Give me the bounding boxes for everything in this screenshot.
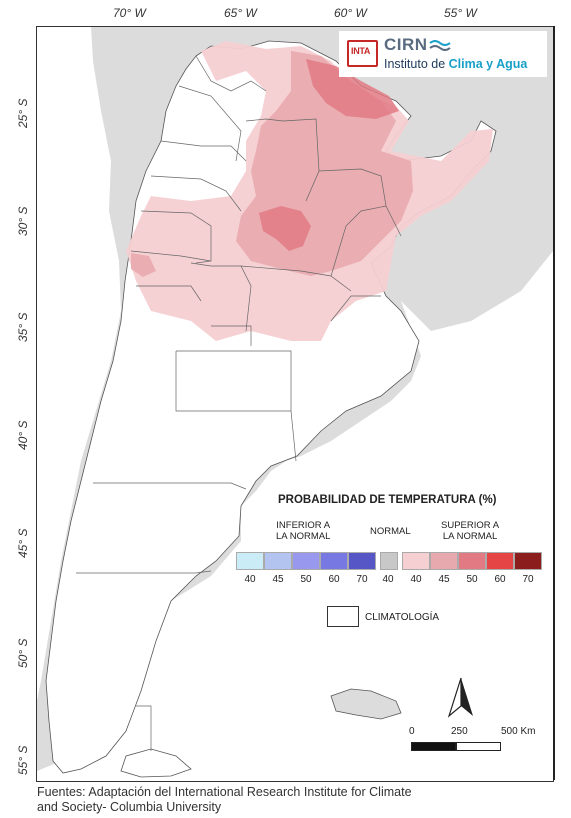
legend-swatch-above	[402, 552, 430, 570]
lat-tick-label: 30° S	[16, 206, 30, 236]
legend-tick-above: 45	[438, 574, 450, 585]
scale-label: 500 Km	[501, 726, 536, 737]
legend-swatch-above	[514, 552, 542, 570]
institute-highlight: Clima y Agua	[448, 57, 528, 71]
scale-segment-white	[456, 742, 501, 751]
legend-tick-above: 60	[494, 574, 506, 585]
lat-tick-label: 25° S	[16, 98, 30, 128]
tierra-del-fuego	[120, 748, 192, 778]
footer-line-1: Fuentes: Adaptación del International Re…	[37, 785, 412, 799]
legend-swatch-above	[486, 552, 514, 570]
inta-logo: INTA	[347, 40, 378, 67]
legend-category-normal: NORMAL	[370, 526, 411, 537]
zone-above-40-west	[131, 253, 156, 277]
lon-tick-label: 65° W	[224, 6, 257, 20]
islas-malvinas	[330, 688, 402, 720]
legend-tick-above: 40	[410, 574, 422, 585]
cirn-logo: INTA CIRN Instituto de Clima y Agua	[339, 31, 547, 77]
legend-tick-above: 70	[522, 574, 534, 585]
lat-tick-label: 35° S	[16, 312, 30, 342]
legend-swatch-below	[292, 552, 320, 570]
scale-label: 250	[451, 726, 468, 737]
lat-tick-label: 50° S	[16, 638, 30, 668]
map-frame: INTA CIRN Instituto de Clima y Agua	[36, 26, 554, 782]
pacific-ocean	[37, 27, 121, 701]
north-arrow-icon	[447, 677, 473, 718]
footer-line-2: and Society- Columbia University	[37, 800, 222, 814]
legend-swatch-above	[430, 552, 458, 570]
province-boundaries	[76, 55, 402, 751]
legend-swatch-below	[236, 552, 264, 570]
zone-above-50-north	[306, 59, 399, 119]
climatology-label: CLIMATOLOGÍA	[365, 612, 440, 623]
lat-tick-label: 40° S	[16, 420, 30, 450]
legend-tick-below: 60	[328, 574, 340, 585]
legend-swatch-normal	[380, 552, 398, 570]
atlantic-ocean	[37, 251, 553, 781]
legend-swatch-below	[264, 552, 292, 570]
legend-tick-below: 70	[356, 574, 368, 585]
lat-tick-label: 55° S	[16, 745, 30, 775]
map-canvas	[37, 27, 553, 781]
lat-tick-label: 45° S	[16, 528, 30, 558]
legend-tick-below: 50	[300, 574, 312, 585]
scale-segment-black	[411, 742, 456, 751]
lon-tick-label: 55° W	[444, 6, 477, 20]
zone-above-50-center	[259, 206, 311, 251]
legend-category-below: INFERIOR A LA NORMAL	[276, 520, 331, 542]
climatology-swatch	[327, 606, 359, 627]
legend-swatch-above	[458, 552, 486, 570]
legend-tick-normal: 40	[382, 574, 394, 585]
legend-title: PROBABILIDAD DE TEMPERATURA (%)	[278, 494, 497, 506]
lon-tick-label: 70° W	[113, 6, 146, 20]
scale-label: 0	[409, 726, 415, 737]
legend-tick-below: 40	[244, 574, 256, 585]
legend-swatch-below	[348, 552, 376, 570]
institute-name: Instituto de Clima y Agua	[384, 57, 527, 71]
institute-prefix: Instituto de	[384, 57, 449, 71]
legend-swatch-below	[320, 552, 348, 570]
legend-tick-above: 50	[466, 574, 478, 585]
legend-category-above: SUPERIOR A LA NORMAL	[441, 520, 500, 542]
lon-tick-label: 60° W	[334, 6, 367, 20]
right-frame-bar	[553, 26, 555, 780]
inta-logo-text: INTA	[351, 46, 371, 56]
source-footer: Fuentes: Adaptación del International Re…	[37, 785, 412, 815]
wave-icon	[429, 40, 451, 51]
legend-tick-below: 45	[272, 574, 284, 585]
cirn-logo-text: CIRN	[384, 35, 428, 54]
